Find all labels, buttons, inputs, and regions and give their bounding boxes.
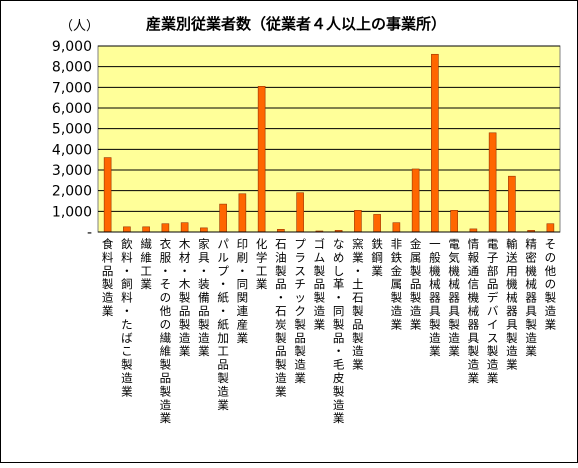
bar: [488, 132, 497, 233]
bar: [161, 223, 170, 233]
x-tick-label: 金属製品製造業: [410, 237, 422, 331]
x-tick-label: 石油製品・石炭製品製造業: [275, 237, 287, 398]
bar: [450, 210, 458, 233]
x-tick-label: 精密機械器具製造業: [525, 237, 537, 358]
x-tick-label: 電気機械器具製造業: [448, 237, 460, 358]
bar: [546, 223, 555, 233]
x-tick-label: 鉄鋼業: [371, 237, 383, 278]
x-tick-label: 飲料・飼料・たばこ製造業: [121, 237, 133, 398]
y-tick-label: 2,000: [52, 184, 92, 200]
plot-area: [97, 45, 561, 233]
y-tick-label: 1,000: [52, 204, 92, 220]
y-tick-label: 9,000: [52, 39, 92, 55]
x-tick-label: 情報通信機械器具製造業: [468, 237, 480, 385]
x-tick-label: 印刷・同関連産業: [237, 237, 249, 345]
bar: [219, 203, 227, 233]
bar: [392, 222, 401, 233]
y-tick-label: 4,000: [52, 142, 92, 158]
bar: [238, 193, 247, 233]
bar: [431, 53, 439, 233]
bar: [103, 157, 112, 233]
x-tick-label: 化学工業: [256, 237, 268, 291]
x-tick-label: パルプ・紙・紙加工品製造業: [217, 237, 229, 412]
y-axis-ticks: 9,000 8,000 7,000 6,000 5,000 4,000 3,000 2,000…: [52, 39, 92, 241]
bar: [508, 175, 516, 233]
y-tick-label: 5,000: [52, 122, 92, 138]
bar: [296, 192, 304, 233]
x-tick-label: プラスチック製品製造業: [294, 237, 306, 385]
x-tick-label: 電子部品デバイス製造業: [487, 237, 499, 385]
bar: [373, 214, 381, 233]
x-tick-label: ゴム製品製造業: [314, 237, 326, 331]
chart-title: 産業別従業者数（従業者４人以上の事業所）: [146, 15, 446, 33]
x-tick-label: 衣服・その他の繊維製品製造業: [160, 237, 172, 425]
bar: [180, 222, 189, 233]
y-tick-label: 7,000: [52, 80, 92, 96]
unit-label: （人）: [60, 19, 99, 34]
x-tick-label: 輸送用機械器具製造業: [506, 237, 518, 372]
gridlines: [98, 45, 560, 212]
y-tick-label: 8,000: [52, 60, 92, 76]
x-tick-label: 繊維工業: [140, 237, 152, 291]
bars: [103, 53, 555, 233]
bar: [411, 168, 420, 233]
x-tick-label: 家具・装備品製造業: [198, 237, 210, 358]
x-tick-label: 窯業・土石製品製造業: [352, 237, 364, 372]
y-tick-label: 6,000: [52, 101, 92, 117]
y-tick-label: 3,000: [52, 163, 92, 179]
bar: [354, 210, 362, 233]
x-tick-label: その他の製造業: [545, 237, 557, 331]
x-tick-label: 一般機械器具製造業: [429, 237, 441, 358]
x-tick-label: 木材・木製品製造業: [179, 237, 191, 358]
bar: [200, 227, 208, 233]
x-tick-label: 非鉄金属製造業: [391, 237, 403, 331]
bar: [142, 226, 150, 233]
bar: [257, 86, 266, 233]
x-axis-labels: 食料品製造業飲料・飼料・たばこ製造業繊維工業衣服・その他の繊維製品製造業木材・木…: [102, 237, 557, 425]
x-tick-label: 食料品製造業: [102, 237, 114, 318]
bar: [123, 226, 131, 233]
y-tick-label: -: [87, 225, 92, 241]
x-tick-label: なめし革・同製品・毛皮製造業: [333, 237, 345, 425]
